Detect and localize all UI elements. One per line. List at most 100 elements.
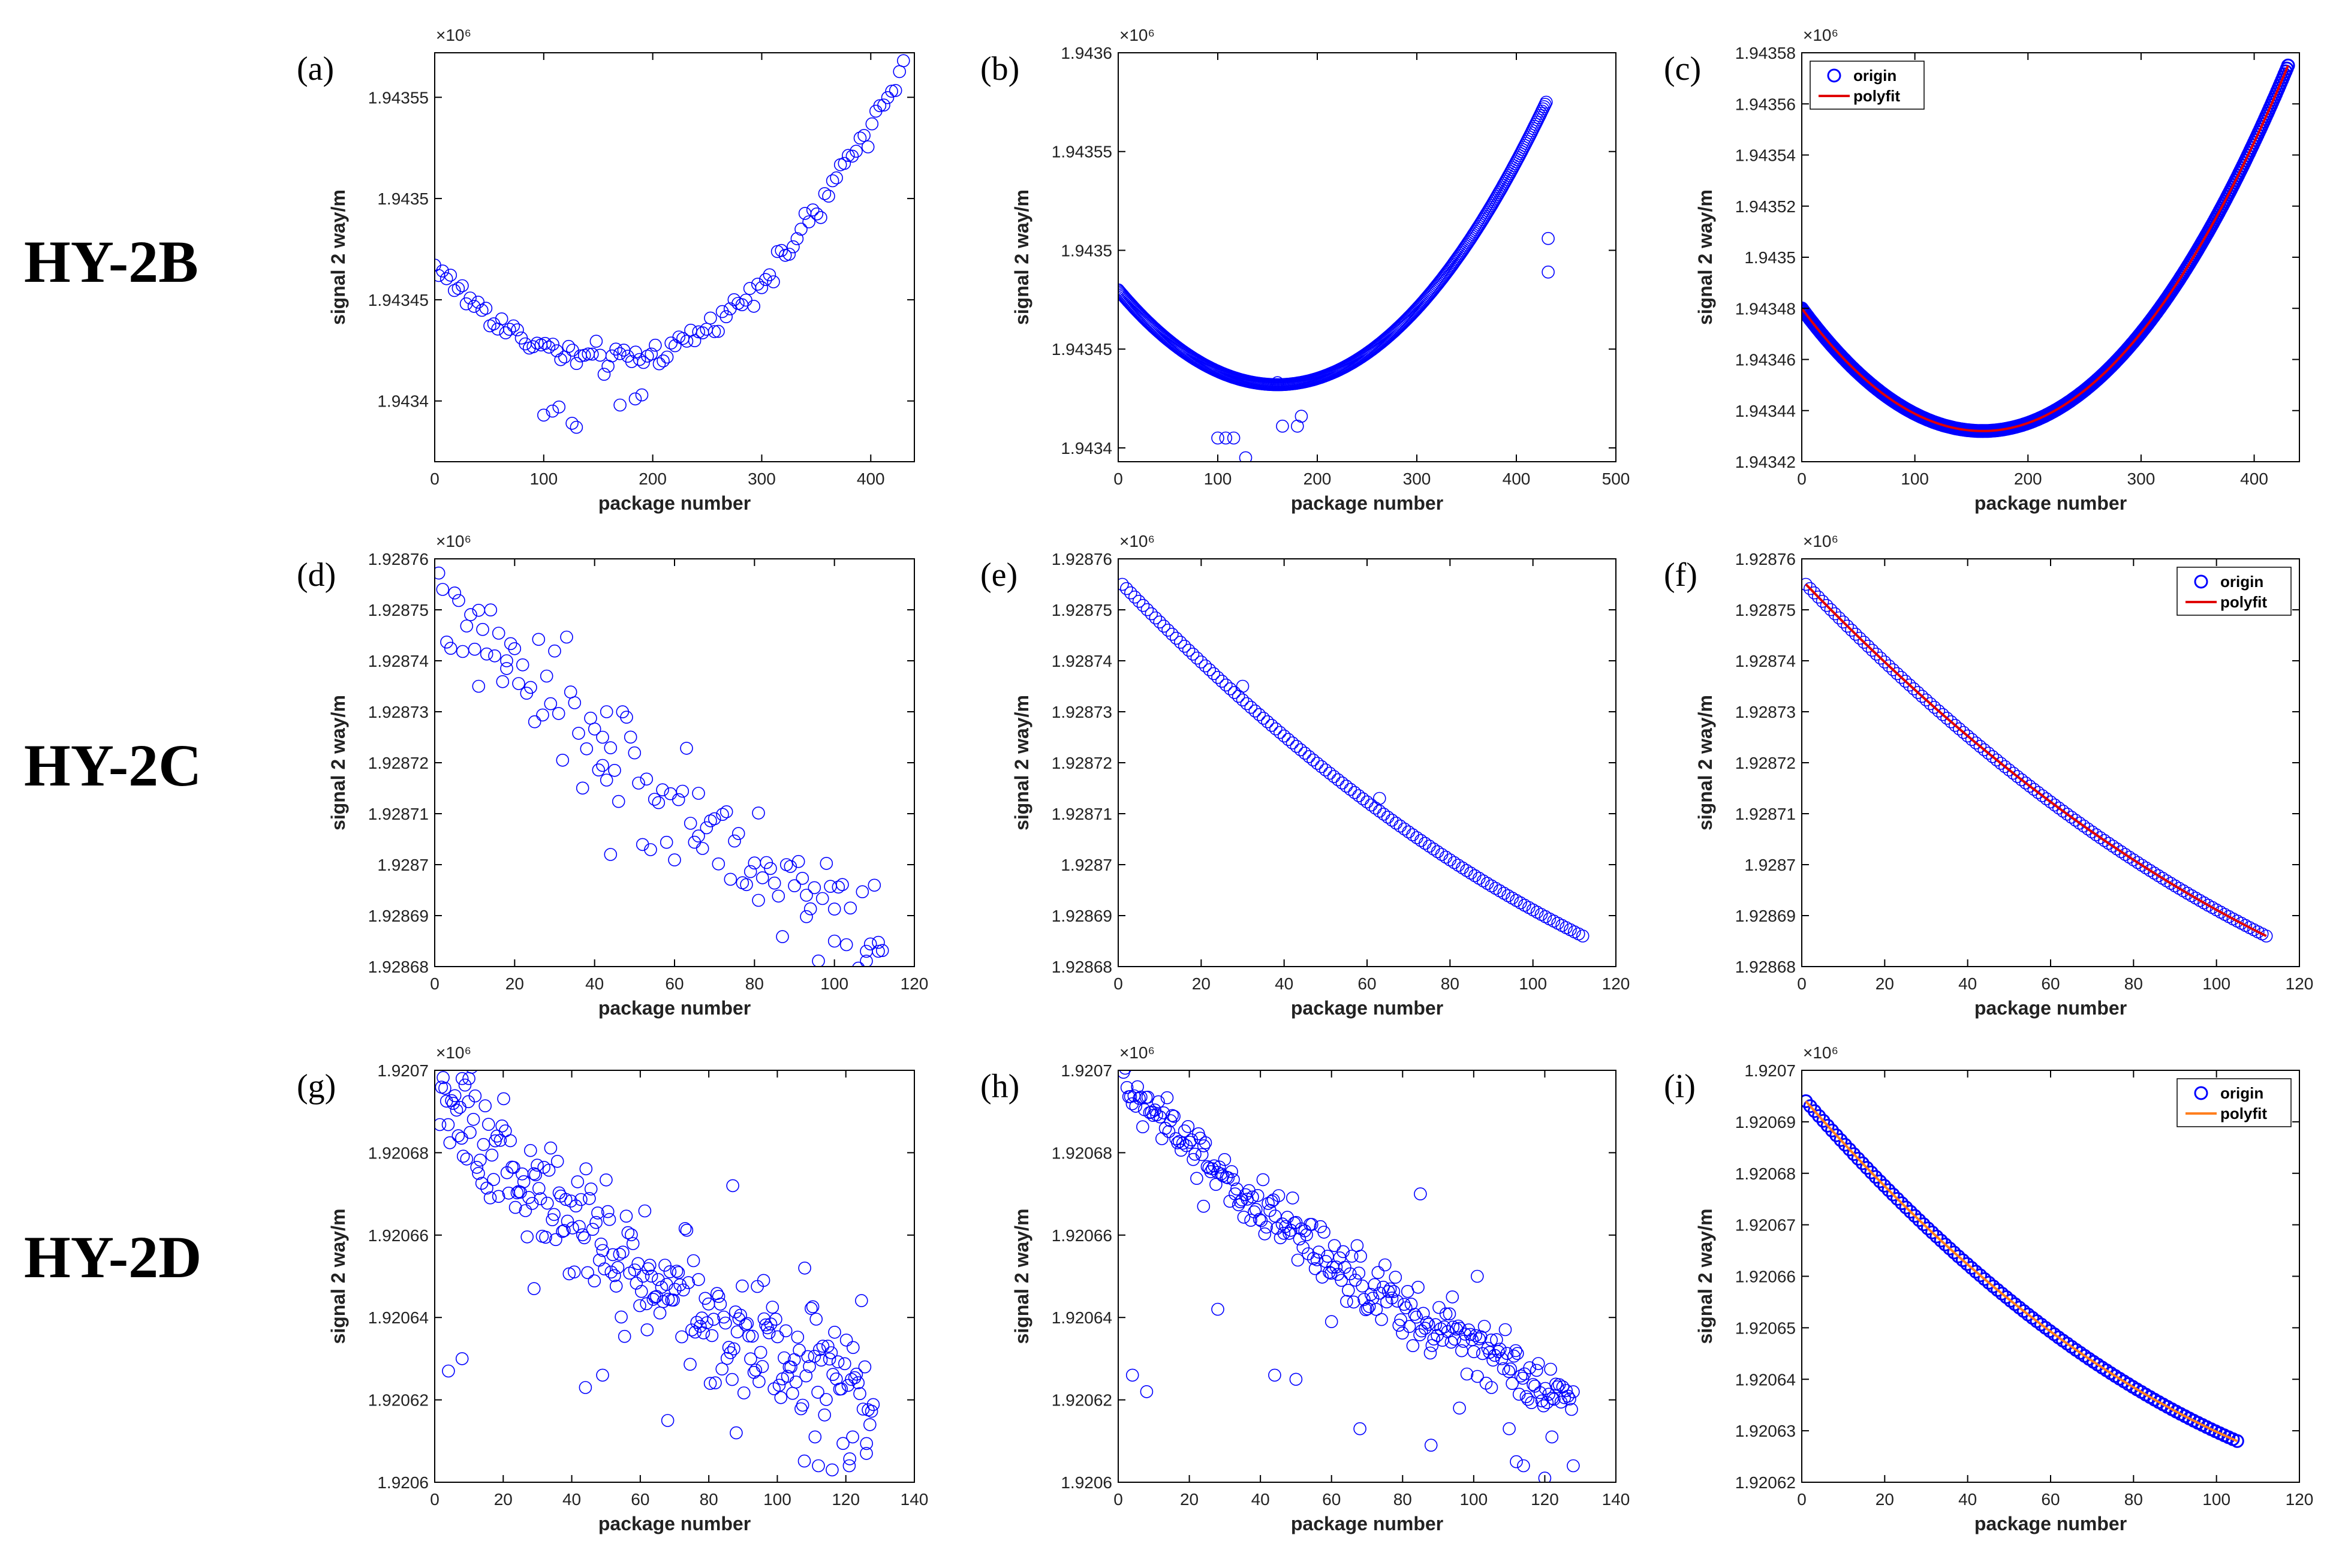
data-point (1396, 1326, 1409, 1340)
x-tick-label: 100 (1204, 470, 1232, 488)
data-point (1531, 1357, 1545, 1370)
y-tick-label: 1.9207 (377, 1061, 429, 1080)
data-point (1387, 1285, 1401, 1298)
data-point (542, 1163, 556, 1177)
data-point (1530, 1364, 1543, 1377)
data-point (1329, 1260, 1343, 1274)
x-tick-label: 40 (562, 1490, 581, 1509)
data-point (636, 1269, 650, 1283)
x-tick-label: 500 (1602, 470, 1630, 488)
data-point (1527, 1378, 1540, 1391)
data-point (1448, 1332, 1461, 1346)
data-point (608, 764, 621, 777)
data-point (586, 1223, 600, 1236)
data-point (1190, 651, 1204, 665)
data-point (1940, 712, 1953, 725)
data-point (715, 1362, 728, 1376)
data-point (800, 889, 813, 902)
data-point (839, 938, 853, 952)
data-point (850, 145, 863, 158)
data-point (1489, 881, 1503, 895)
panel-label: (c) (1664, 50, 1701, 88)
data-point (546, 338, 559, 351)
data-point (508, 1200, 522, 1214)
y-axis-label: signal 2 way/m (1011, 695, 1032, 830)
data-point (2181, 886, 2194, 900)
data-point (1140, 603, 1154, 616)
data-layer (1118, 577, 1590, 943)
data-point (604, 741, 618, 754)
data-point (1193, 1131, 1207, 1145)
data-point (1502, 168, 1515, 182)
data-point (1270, 1221, 1284, 1235)
data-point (672, 1266, 685, 1280)
data-point (652, 357, 666, 371)
data-point (720, 805, 733, 818)
data-point (548, 644, 561, 658)
y-tick-label: 1.92062 (1735, 1473, 1796, 1492)
data-point (675, 1330, 688, 1344)
data-point (842, 149, 855, 162)
x-tick-label: 100 (1519, 974, 1547, 993)
panel-label: (a) (297, 50, 334, 88)
data-point (572, 727, 585, 740)
data-point (537, 408, 550, 422)
data-point (759, 1318, 772, 1332)
data-point (1356, 792, 1369, 805)
data-point (1986, 1279, 2000, 1293)
data-point (1289, 1373, 1303, 1386)
data-point (772, 1379, 786, 1392)
data-point (863, 1418, 877, 1431)
data-point (860, 955, 873, 967)
data-point (818, 1409, 831, 1422)
data-point (844, 901, 857, 915)
axes-box (434, 52, 915, 462)
y-tick-label: 1.94358 (1735, 44, 1796, 62)
data-point (700, 323, 714, 336)
data-point (1354, 1250, 1367, 1263)
data-point (1199, 659, 1212, 673)
axis-exponent: ×10⁶ (436, 1043, 471, 1062)
chart-panel-h: (h) ×10⁶ 0 20 40 60 80 100 120 140 1.9206 1.92062 1.… (980, 1043, 1630, 1534)
data-point (1468, 869, 1482, 883)
data-point (821, 1340, 835, 1353)
data-point (1302, 750, 1315, 763)
data-point (1938, 1238, 1952, 1251)
polyfit-line (1805, 1100, 2238, 1443)
data-point (742, 1329, 755, 1343)
data-point (692, 829, 705, 842)
data-point (1361, 1302, 1374, 1316)
y-tick-label: 1.9287 (1744, 856, 1796, 874)
data-point (544, 1141, 558, 1155)
data-point (473, 1154, 487, 1167)
data-point (1411, 1281, 1425, 1294)
data-point (439, 272, 453, 285)
data-point (570, 420, 583, 434)
y-axis-label: signal 2 way/m (1694, 189, 1716, 325)
data-point (755, 1360, 769, 1373)
x-tick-label: 80 (700, 1490, 718, 1509)
data-point (1517, 1459, 1530, 1473)
y-tick-label: 1.92875 (1052, 601, 1112, 619)
data-point (727, 1342, 740, 1356)
data-point (889, 84, 902, 97)
data-point (566, 1221, 579, 1235)
data-point (776, 930, 789, 943)
y-tick-label: 1.94355 (368, 88, 429, 107)
data-point (629, 345, 642, 359)
data-point (767, 876, 781, 890)
data-point (540, 1196, 554, 1210)
data-point (519, 1204, 532, 1217)
data-point (724, 1346, 737, 1359)
data-point (1277, 1227, 1291, 1240)
x-tick-label: 100 (1901, 470, 1929, 488)
data-point (1495, 1352, 1509, 1365)
data-point (1286, 736, 1299, 750)
data-point (1443, 1307, 1456, 1320)
data-point (1961, 729, 1974, 743)
data-point (1808, 586, 1821, 600)
data-point (1233, 1195, 1247, 1208)
data-point (1851, 1151, 1865, 1166)
data-point (600, 705, 613, 718)
data-point (1423, 839, 1436, 853)
